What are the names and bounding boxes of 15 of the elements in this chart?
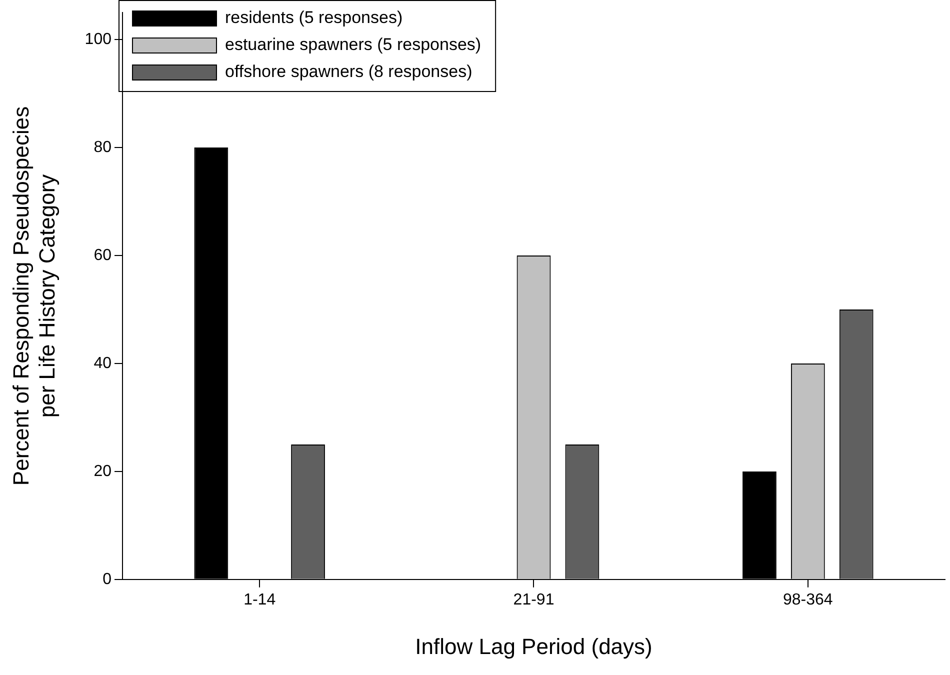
y-tick-label: 60	[94, 246, 112, 264]
x-tick-label: 21-91	[513, 591, 554, 608]
x-tick-label: 98-364	[783, 591, 833, 608]
legend-label: offshore spawners (8 responses)	[224, 62, 472, 82]
y-tick-label: 100	[84, 30, 112, 48]
x-axis-title: Inflow Lag Period (days)	[415, 634, 652, 659]
y-tick-label: 80	[94, 138, 112, 156]
y-tick-label: 20	[94, 462, 112, 480]
text: Percent of Responding Pseudospecies	[8, 106, 34, 486]
text: per Life History Category	[34, 174, 60, 418]
legend-label: residents (5 responses)	[224, 8, 403, 28]
y-tick-label: 40	[94, 354, 112, 372]
x-tick-label: 1-14	[244, 591, 276, 608]
y-tick-label: 0	[102, 570, 112, 588]
legend-label: estuarine spawners (5 responses)	[224, 35, 482, 54]
